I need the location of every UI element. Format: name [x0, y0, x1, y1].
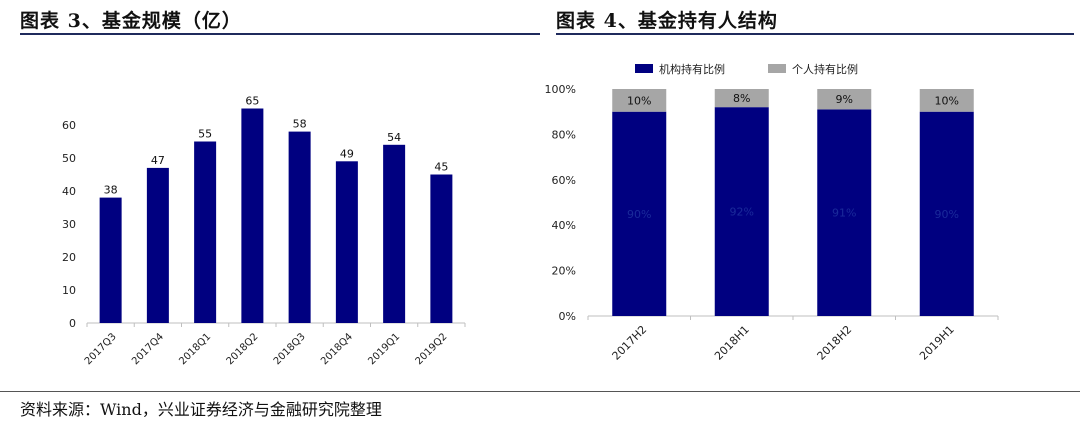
- y-tick-label: 30: [62, 218, 76, 231]
- title-rule-right: [556, 33, 1074, 35]
- data-label: 45: [434, 161, 448, 174]
- bar-personal: [817, 89, 872, 110]
- bar: [335, 161, 358, 323]
- data-label: 49: [340, 147, 354, 160]
- y-tick-label: 60: [62, 119, 76, 132]
- x-tick-label: 2019H1: [917, 323, 957, 363]
- data-label-institutional: 92%: [730, 206, 754, 219]
- data-label-institutional: 91%: [832, 207, 856, 220]
- data-label-personal: 10%: [627, 94, 651, 107]
- x-tick-label: 2018H1: [712, 323, 752, 363]
- fund-size-bar-chart: 0102030405060382017Q3472017Q4552018Q1652…: [62, 95, 466, 367]
- bar-personal: [714, 89, 769, 108]
- y-tick-label: 60%: [552, 174, 576, 187]
- y-tick-label: 50: [62, 152, 76, 165]
- y-tick-label: 0: [69, 317, 76, 330]
- x-tick-label: 2017H2: [610, 323, 650, 363]
- data-label-institutional: 90%: [935, 208, 959, 221]
- source-note: 资料来源：Wind，兴业证券经济与金融研究院整理: [20, 400, 382, 419]
- y-tick-label: 20%: [552, 265, 576, 278]
- bar: [241, 108, 264, 323]
- bar: [288, 131, 311, 323]
- data-label: 58: [293, 118, 307, 131]
- bar-institutional: [714, 107, 769, 316]
- data-label-personal: 10%: [935, 94, 959, 107]
- footer-rule: [0, 391, 1080, 392]
- legend-label: 机构持有比例: [659, 62, 725, 76]
- bar: [194, 141, 217, 323]
- data-label: 54: [387, 131, 401, 144]
- x-tick-label: 2018H2: [815, 323, 855, 363]
- figure-3-title: 图表 3、基金规模（亿）: [20, 10, 242, 32]
- data-label: 65: [245, 95, 259, 108]
- figure-4-title: 图表 4、基金持有人结构: [556, 10, 778, 32]
- bar: [146, 167, 169, 323]
- y-tick-label: 0%: [559, 310, 576, 323]
- y-tick-label: 40%: [552, 219, 576, 232]
- data-label: 55: [198, 128, 212, 141]
- bar: [383, 144, 406, 323]
- bar-institutional: [612, 111, 667, 316]
- bar-personal: [612, 89, 667, 112]
- data-label-personal: 9%: [836, 93, 853, 106]
- y-tick-label: 10: [62, 284, 76, 297]
- bar-institutional: [817, 109, 872, 317]
- y-tick-label: 100%: [545, 83, 576, 96]
- y-tick-label: 40: [62, 185, 76, 198]
- legend-swatch: [635, 64, 653, 73]
- data-label-personal: 8%: [733, 92, 750, 105]
- y-tick-label: 80%: [552, 128, 576, 141]
- legend-label: 个人持有比例: [792, 62, 858, 76]
- holder-structure-stacked-chart: 机构持有比例 个人持有比例 0% 20% 40% 60% 80% 100% 90% 10% 2017…: [545, 62, 999, 363]
- data-label: 47: [151, 154, 165, 167]
- data-label: 38: [104, 184, 118, 197]
- legend-swatch: [768, 64, 786, 73]
- y-tick-label: 20: [62, 251, 76, 264]
- bar-personal: [919, 89, 974, 112]
- bar-institutional: [919, 111, 974, 316]
- title-rule-left: [20, 33, 540, 35]
- bar: [430, 174, 453, 323]
- bar: [99, 197, 122, 323]
- data-label-institutional: 90%: [627, 208, 651, 221]
